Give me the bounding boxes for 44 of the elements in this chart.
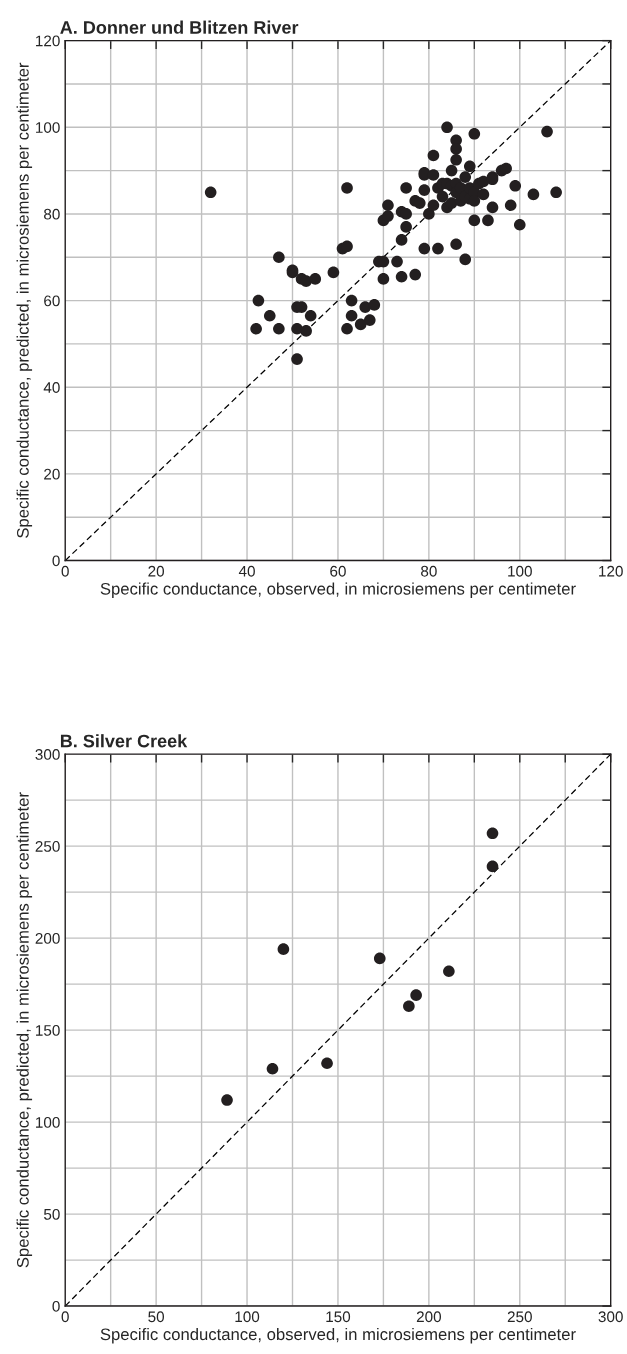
x-tick-label: 100 bbox=[235, 1311, 260, 1323]
chart-title: B. Silver Creek bbox=[60, 734, 188, 748]
x-tick-label: 300 bbox=[598, 1311, 623, 1323]
point bbox=[277, 943, 290, 955]
y-tick-label: 120 bbox=[36, 35, 60, 47]
x-tick-label: 80 bbox=[421, 565, 437, 577]
x-tick-label: 40 bbox=[238, 565, 255, 577]
x-tick-label: 200 bbox=[416, 1311, 442, 1323]
y-tick-label: 100 bbox=[36, 1116, 60, 1128]
y-tick-label: 20 bbox=[44, 468, 60, 480]
y-tick-label: 40 bbox=[43, 382, 60, 393]
chart-title: A. Donner und Blitzen River bbox=[60, 20, 299, 34]
x-tick-label: 250 bbox=[507, 1311, 532, 1323]
point bbox=[443, 965, 455, 978]
y-tick-label: 0 bbox=[52, 555, 60, 567]
point bbox=[403, 1000, 415, 1013]
point bbox=[321, 1057, 333, 1070]
point bbox=[486, 860, 499, 873]
x-tick-label: 0 bbox=[61, 1311, 69, 1323]
x-axis-title: Specific conductance, observed, in microsiemens per centimeter bbox=[100, 1327, 576, 1344]
x-tick-label: 60 bbox=[330, 565, 346, 577]
point bbox=[266, 1062, 279, 1075]
y-axis-title: Specific conductance, predicted, in microsiemens per centimeter bbox=[16, 792, 33, 1268]
x-axis-title: Specific conductance, observed, in microsiemens per centimeter bbox=[100, 582, 576, 598]
point bbox=[486, 827, 499, 840]
x-tick-label: 150 bbox=[326, 1311, 351, 1323]
x-tick-label: 0 bbox=[61, 565, 69, 577]
point bbox=[373, 952, 386, 965]
point bbox=[221, 1094, 233, 1106]
y-tick-label: 50 bbox=[43, 1208, 60, 1220]
x-tick-label: 20 bbox=[148, 565, 165, 577]
x-tick-label: 50 bbox=[148, 1311, 165, 1323]
y-axis-title: Specific conductance, predicted, in microsiemens per centimeter bbox=[16, 62, 33, 538]
y-tick-label: 250 bbox=[35, 841, 60, 852]
x-tick-label: 100 bbox=[508, 565, 532, 577]
point bbox=[410, 989, 422, 1001]
y-tick-label: 60 bbox=[44, 295, 60, 307]
y-tick-label: 0 bbox=[52, 1300, 60, 1312]
y-tick-label: 150 bbox=[36, 1024, 60, 1036]
y-tick-label: 100 bbox=[36, 122, 60, 133]
y-tick-label: 80 bbox=[44, 208, 60, 220]
y-tick-label: 200 bbox=[35, 933, 60, 944]
y-tick-label: 300 bbox=[35, 749, 60, 760]
x-tick-label: 120 bbox=[599, 565, 623, 577]
